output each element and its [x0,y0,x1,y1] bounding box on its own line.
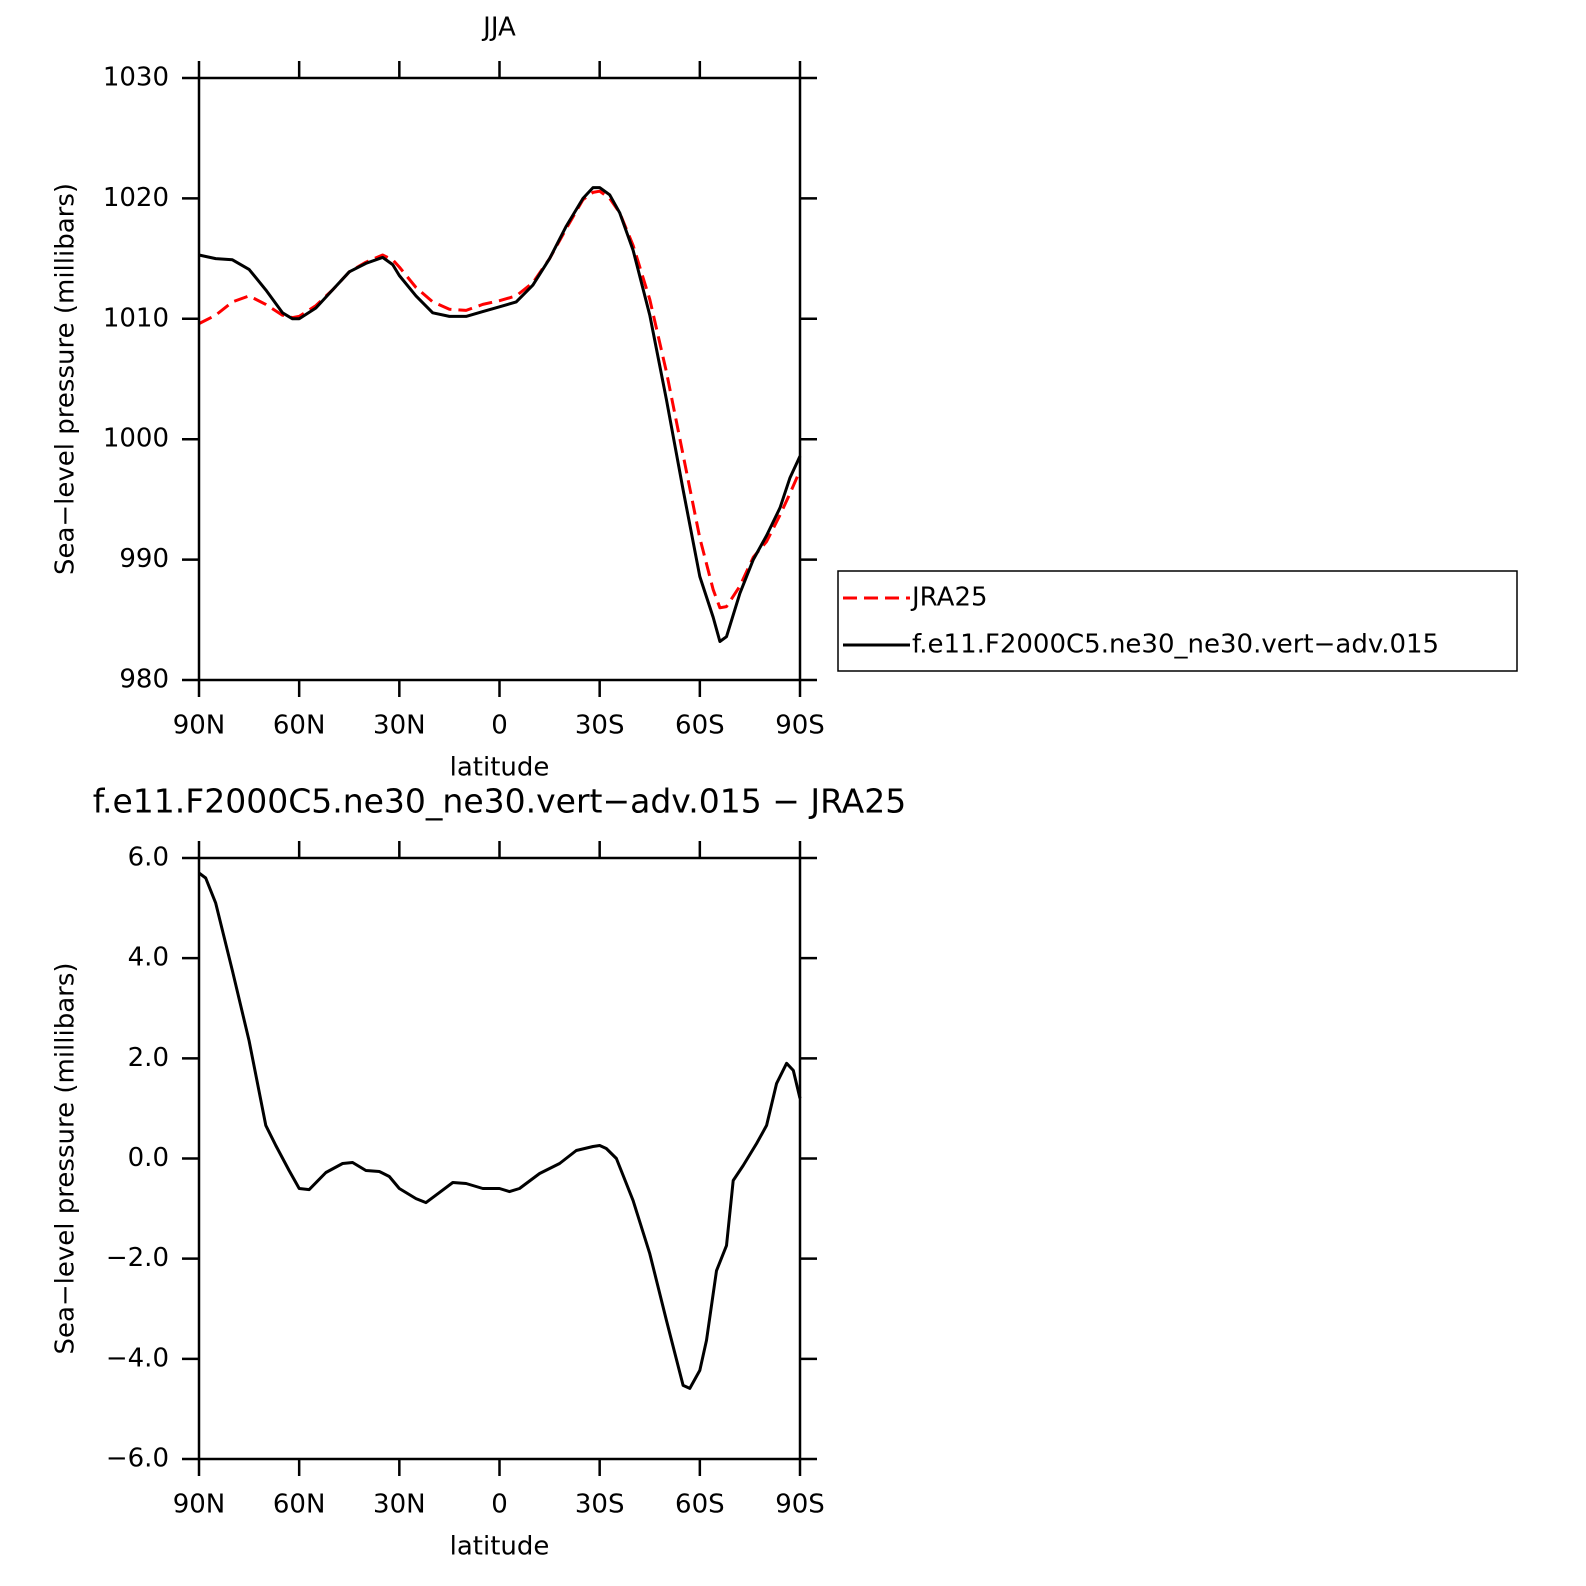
x-tick-label: 60S [675,1490,725,1520]
plot-frame [197,76,802,682]
x-axis-label: latitude [450,1532,550,1562]
x-tick-label: 0 [491,1490,508,1520]
chart-title: JJA [481,13,516,43]
x-axis-label: latitude [450,753,550,783]
y-tick-label: 0.0 [128,1143,169,1173]
x-tick-label: 60N [273,1490,326,1520]
y-tick-label: 990 [119,544,169,574]
legend-label: f.e11.F2000C5.ne30_ne30.vert−adv.015 [912,630,1439,660]
data-line [198,871,802,1390]
legend-label: JRA25 [910,583,988,613]
x-tick-label: 60N [273,711,326,741]
x-tick-label: 90S [775,1490,825,1520]
data-line [198,189,802,610]
y-tick-label: 2.0 [128,1043,169,1073]
legend-box [837,570,1518,672]
y-tick-label: 980 [119,665,169,695]
y-tick-label: 1010 [103,303,169,333]
chart-title: f.e11.F2000C5.ne30_ne30.vert−adv.015 − J… [93,782,907,821]
x-tick-label: 30S [575,1490,625,1520]
data-line [198,186,802,643]
x-tick-label: 60S [675,711,725,741]
y-tick-label: 4.0 [128,943,169,973]
x-tick-label: 90N [173,1490,226,1520]
y-tick-label: 1030 [103,63,169,93]
y-tick-label: 1020 [103,183,169,213]
y-tick-label: 1000 [103,424,169,454]
y-tick-label: −2.0 [106,1243,169,1273]
x-tick-label: 90N [173,711,226,741]
x-tick-label: 0 [491,711,508,741]
y-axis-label: Sea−level pressure (millibars) [51,962,81,1354]
y-axis-label: Sea−level pressure (millibars) [51,183,81,575]
plot-frame [197,856,802,1461]
y-tick-label: 6.0 [128,843,169,873]
y-tick-label: −4.0 [106,1343,169,1373]
x-tick-label: 30S [575,711,625,741]
y-tick-label: −6.0 [106,1444,169,1474]
x-tick-label: 30N [373,711,426,741]
x-tick-label: 90S [775,711,825,741]
x-tick-label: 30N [373,1490,426,1520]
